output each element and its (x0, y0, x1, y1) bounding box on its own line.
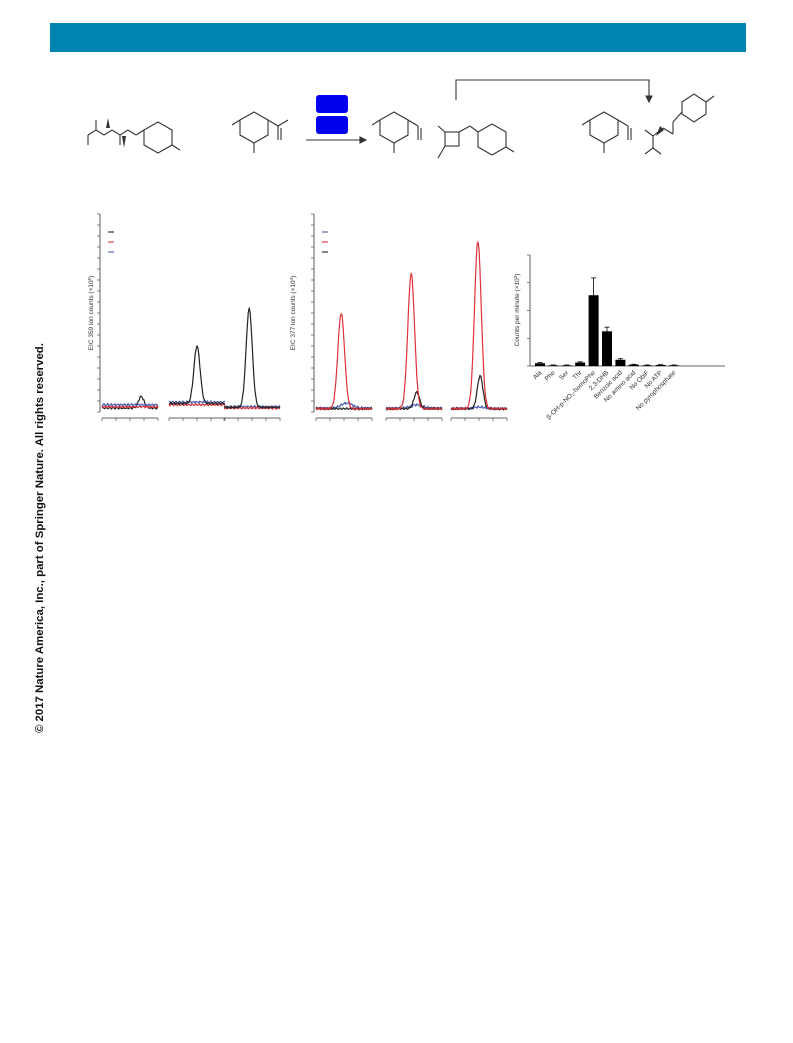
eic377-trace (450, 374, 508, 411)
counts-bar (615, 359, 626, 366)
counts-bar (628, 364, 639, 366)
enzyme-box-1 (316, 95, 348, 113)
counts-plot: Ala Phe Ser Thrβ-OH-p-NO₂-homoPhe2,3-DHBBen… (527, 254, 725, 421)
counts-ylabel: Counts per minute (×103) (513, 274, 522, 347)
counts-category-label: Phe (544, 369, 557, 382)
counts-bar (655, 364, 666, 366)
eic377-ylabel: EIC 377 ion counts (×104) (289, 276, 298, 351)
eic359-trace (101, 402, 159, 407)
eic377-trace (315, 313, 373, 411)
eic377-trace (385, 390, 443, 411)
eic377-chart: EIC 377 ion counts (×104) (289, 213, 508, 421)
counts-category-label: Ser (558, 369, 571, 382)
counts-bar (602, 331, 612, 366)
counts-bar (642, 365, 653, 366)
counts-bar (535, 363, 545, 366)
eic359-trace (168, 345, 226, 406)
counts-bar (561, 365, 572, 366)
counts-bar (575, 362, 586, 366)
eic377-trace (450, 241, 508, 411)
eic359-ylabel: EIC 359 ion counts (×105) (87, 276, 96, 351)
counts-bar (548, 365, 559, 366)
eic359-chart: EIC 359 ion counts (×105) (87, 213, 281, 421)
eic359-trace (101, 404, 159, 409)
copyright-notice: © 2017 Nature America, Inc., part of Spr… (34, 343, 46, 733)
enzyme-box-2 (316, 116, 348, 134)
eic377-plot (311, 213, 508, 421)
eic359-trace (223, 307, 281, 410)
counts-bar (588, 295, 599, 366)
reaction-scheme (87, 79, 715, 159)
eic377-trace (385, 272, 443, 411)
counts-category-label: Ala (532, 369, 544, 381)
counts-bar-chart: Counts per minute (×103) Ala Phe Ser Thrβ-O… (513, 254, 725, 421)
header-bar (50, 23, 746, 52)
counts-bar (669, 365, 679, 366)
eic359-plot (97, 213, 281, 421)
